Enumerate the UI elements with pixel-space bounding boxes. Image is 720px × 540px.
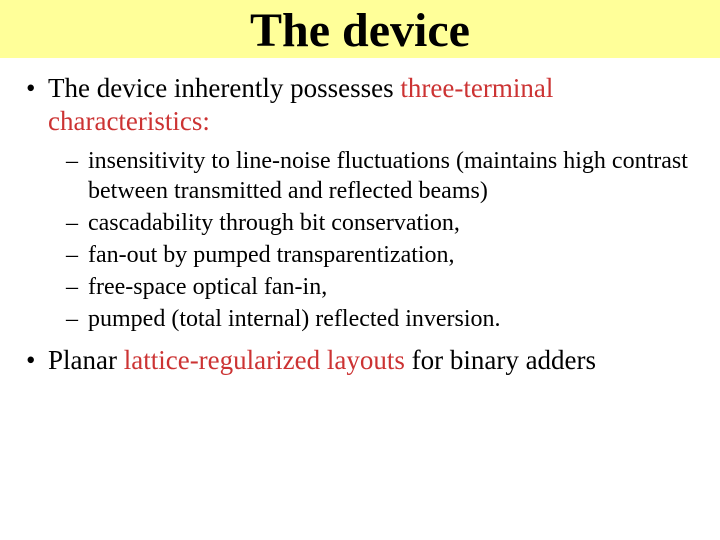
sub-bullet-text: insensitivity to line-noise fluctuations… bbox=[88, 148, 688, 204]
sub-bullet-text: fan-out by pumped transparentization, bbox=[88, 242, 455, 268]
list-item: insensitivity to line-noise fluctuations… bbox=[66, 146, 698, 206]
list-item: pumped (total internal) reflected invers… bbox=[66, 304, 698, 334]
list-item: fan-out by pumped transparentization, bbox=[66, 240, 698, 270]
list-item: free-space optical fan-in, bbox=[66, 272, 698, 302]
sub-bullet-text: cascadability through bit conservation, bbox=[88, 210, 460, 236]
list-item: cascadability through bit conservation, bbox=[66, 208, 698, 238]
bullet-text-accent: lattice-regularized layouts bbox=[124, 345, 405, 375]
bullet-list: The device inherently possesses three-te… bbox=[22, 72, 698, 377]
bullet-text-pre: The device inherently possesses bbox=[48, 73, 400, 103]
slide: The device The device inherently possess… bbox=[0, 0, 720, 540]
bullet-text-post: for binary adders bbox=[405, 345, 596, 375]
list-item: Planar lattice-regularized layouts for b… bbox=[22, 344, 698, 377]
sub-bullet-text: pumped (total internal) reflected invers… bbox=[88, 306, 501, 332]
title-band: The device bbox=[0, 0, 720, 58]
bullet-text-pre: Planar bbox=[48, 345, 124, 375]
slide-content: The device inherently possesses three-te… bbox=[0, 58, 720, 377]
slide-title: The device bbox=[250, 4, 470, 57]
list-item: The device inherently possesses three-te… bbox=[22, 72, 698, 334]
sub-bullet-text: free-space optical fan-in, bbox=[88, 274, 327, 300]
sub-bullet-list: insensitivity to line-noise fluctuations… bbox=[48, 146, 698, 334]
